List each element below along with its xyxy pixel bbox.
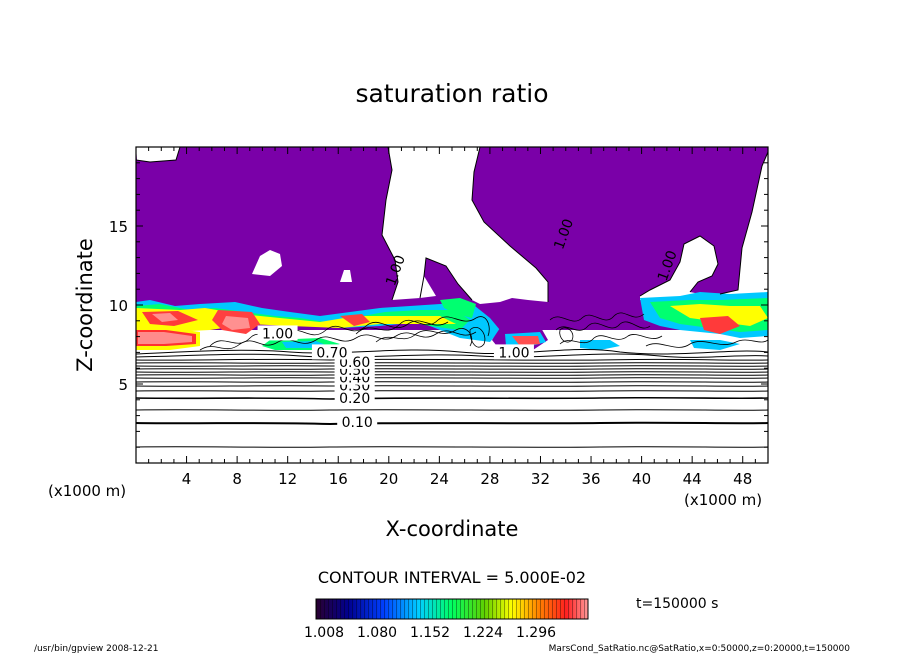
x-tick-label: 4: [182, 470, 192, 488]
colorbar: [315, 598, 589, 620]
x-tick-label: 28: [480, 470, 499, 488]
supersaturation-region: [136, 147, 768, 330]
plot-area: 0.100.200.300.400.500.600.701.001.001.00…: [136, 147, 768, 463]
x-tick-label: 40: [632, 470, 651, 488]
x-unit-left: (x1000 m): [48, 482, 126, 500]
colorbar-tick-label: 1.152: [410, 625, 450, 641]
colorbar-tick-label: 1.296: [516, 625, 556, 641]
x-unit-right: (x1000 m): [684, 491, 762, 509]
footer-left: /usr/bin/gpview 2008-12-21: [34, 644, 158, 654]
x-tick-label: 12: [278, 470, 297, 488]
x-tick-label: 16: [329, 470, 348, 488]
time-label: t=150000 s: [636, 596, 718, 612]
chart-title: saturation ratio: [355, 79, 548, 108]
footer-right: MarsCond_SatRatio.nc@SatRatio,x=0:50000,…: [549, 644, 851, 654]
contour-label: 1.00: [498, 345, 529, 361]
contour-interval-label: CONTOUR INTERVAL = 5.000E-02: [318, 568, 586, 587]
colorbar-tick-labels: 1.008 1.080 1.152 1.224 1.296: [304, 625, 556, 641]
x-tick-label: 48: [733, 470, 752, 488]
contour-label: 0.20: [339, 391, 370, 407]
contour-label: 1.00: [262, 326, 293, 342]
y-tick-labels: 5 10 15: [109, 218, 128, 394]
y-tick-label: 15: [109, 218, 128, 236]
contour-lines-lower: [136, 348, 768, 448]
x-tick-label: 8: [232, 470, 242, 488]
contour-label-bg: [334, 390, 375, 406]
colorbar-tick-label: 1.224: [463, 625, 503, 641]
x-tick-label: 20: [379, 470, 398, 488]
y-tick-label: 10: [109, 297, 128, 315]
contour-lines-saturation: [136, 147, 768, 302]
contour-label: 0.10: [342, 415, 373, 431]
colorbar-tick-label: 1.080: [357, 625, 397, 641]
contour-lines-turbulent: [199, 312, 768, 351]
contour-label: 0.70: [316, 345, 347, 361]
y-axis-label: Z-coordinate: [73, 238, 97, 372]
contour-label-bg: [337, 413, 378, 429]
x-axis-label: X-coordinate: [386, 517, 519, 541]
contour-label-bg: [493, 344, 534, 360]
x-tick-label: 24: [430, 470, 449, 488]
colorbar-tick-label: 1.008: [304, 625, 344, 641]
contour-label-bg: [257, 325, 298, 341]
contour-label-bg: [311, 344, 352, 360]
x-tick-label: 32: [531, 470, 550, 488]
x-tick-label: 44: [683, 470, 702, 488]
x-tick-labels: 4 8 12 16 20 24 28 32 36 40 44 48: [182, 470, 752, 488]
y-tick-label: 5: [118, 376, 128, 394]
axis-ticks: [136, 147, 768, 463]
x-tick-label: 36: [581, 470, 600, 488]
